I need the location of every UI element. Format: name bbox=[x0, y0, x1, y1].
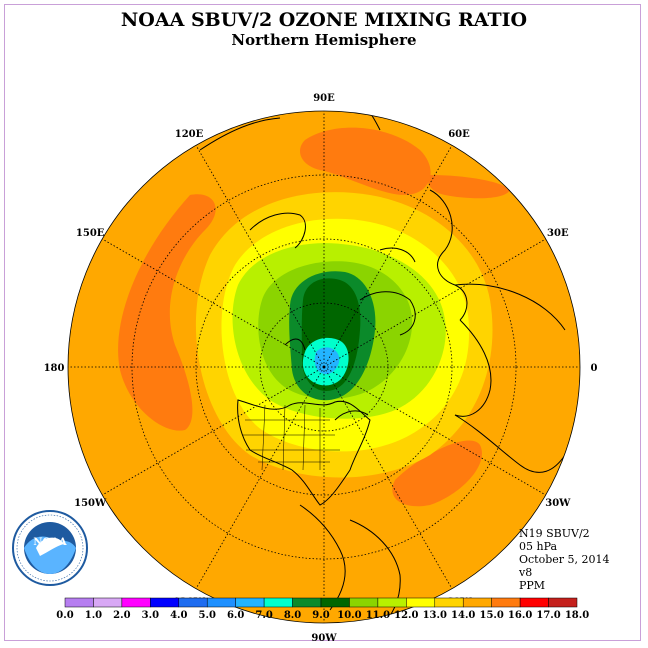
meridian-line bbox=[102, 238, 325, 368]
color-bar-label: 14.0 bbox=[451, 610, 475, 621]
noaa-logo-text: NOAA bbox=[33, 537, 67, 548]
meridian-line bbox=[323, 366, 453, 589]
color-bar-label: 7.0 bbox=[255, 610, 272, 621]
state-borders bbox=[242, 404, 340, 471]
latitude-circle bbox=[195, 238, 453, 496]
meridian-line bbox=[195, 366, 325, 589]
orange-patch-north-east bbox=[428, 175, 510, 199]
color-bar-swatch bbox=[320, 597, 350, 608]
longitude-label: 150E bbox=[76, 228, 105, 239]
color-bar-swatch bbox=[406, 597, 436, 608]
color-bar-label: 11.0 bbox=[366, 610, 390, 621]
ozone-field bbox=[68, 111, 580, 623]
meridian-line bbox=[323, 366, 546, 496]
map-title: NOAA SBUV/2 OZONE MIXING RATIO bbox=[120, 9, 528, 31]
orange-patch-north bbox=[300, 127, 431, 195]
color-bar-label: 16.0 bbox=[508, 610, 532, 621]
color-bar-swatch bbox=[235, 597, 265, 608]
date-label: October 5, 2014 bbox=[519, 553, 610, 566]
color-bar-label: 10.0 bbox=[337, 610, 361, 621]
meridian-line bbox=[102, 366, 325, 496]
color-bar-label: 5.0 bbox=[199, 610, 216, 621]
contour-6 bbox=[314, 347, 340, 375]
color-bar-swatch bbox=[491, 597, 521, 608]
color-bar-swatch bbox=[349, 597, 379, 608]
longitude-label: 150W bbox=[74, 498, 107, 509]
map-boundary bbox=[67, 110, 581, 624]
color-bar-label: 4.0 bbox=[170, 610, 187, 621]
longitude-label: 30E bbox=[547, 228, 569, 239]
orange-patch-west bbox=[118, 194, 216, 431]
color-bar-label: 0.0 bbox=[56, 610, 73, 621]
color-bar-swatch bbox=[377, 597, 407, 608]
pressure-level-label: 05 hPa bbox=[519, 540, 558, 553]
color-bar-label: 13.0 bbox=[423, 610, 447, 621]
color-bar-swatch bbox=[121, 597, 151, 608]
color-bar-swatch bbox=[64, 597, 94, 608]
image-frame bbox=[4, 4, 641, 641]
color-bar-label: 18.0 bbox=[565, 610, 589, 621]
color-bar-swatch bbox=[519, 597, 549, 608]
longitude-label: 120E bbox=[175, 129, 204, 140]
color-bar-label: 15.0 bbox=[479, 610, 503, 621]
noaa-logo: NOAA bbox=[12, 510, 88, 586]
meridian-line bbox=[323, 145, 453, 368]
latitude-circle bbox=[131, 174, 517, 560]
color-bar-swatch bbox=[206, 597, 236, 608]
color-bar-swatch bbox=[462, 597, 492, 608]
map-subtitle: Northern Hemisphere bbox=[231, 31, 417, 49]
color-bar-label: 2.0 bbox=[113, 610, 130, 621]
longitude-label: 30W bbox=[545, 498, 571, 509]
coastlines bbox=[199, 111, 566, 623]
color-bar-label: 12.0 bbox=[394, 610, 418, 621]
color-bar-label: 8.0 bbox=[284, 610, 301, 621]
color-bar-swatch bbox=[93, 597, 123, 608]
color-bar-label: 9.0 bbox=[312, 610, 329, 621]
units-label: PPM bbox=[519, 579, 546, 592]
longitude-label: 60E bbox=[448, 129, 470, 140]
color-bar-swatch bbox=[292, 597, 322, 608]
graticule bbox=[68, 111, 580, 623]
color-bar-label: 6.0 bbox=[227, 610, 244, 621]
color-bar-swatch bbox=[434, 597, 464, 608]
longitude-label: 90W bbox=[311, 633, 337, 644]
color-bar: 0.0 1.0 2.0 3.0 4.0 5.0 6.0 7.0 8.0 9.0 10.0 11.0 12… bbox=[56, 597, 589, 621]
meridian-line bbox=[323, 238, 546, 368]
color-bar-label: 3.0 bbox=[142, 610, 159, 621]
color-bar-swatch bbox=[548, 597, 578, 608]
color-bar-swatch bbox=[178, 597, 208, 608]
meridian-line bbox=[195, 145, 325, 368]
longitude-label: 180 bbox=[44, 363, 65, 374]
color-bar-swatch bbox=[263, 597, 293, 608]
instrument-label: N19 SBUV/2 bbox=[519, 527, 590, 540]
color-bar-label: 17.0 bbox=[536, 610, 560, 621]
color-bar-label: 1.0 bbox=[85, 610, 102, 621]
longitude-label: 90E bbox=[313, 93, 335, 104]
orange-patch-south-east bbox=[392, 440, 482, 507]
color-bar-swatch bbox=[150, 597, 180, 608]
longitude-label: 0 bbox=[591, 363, 598, 374]
version-label: v8 bbox=[519, 566, 533, 579]
